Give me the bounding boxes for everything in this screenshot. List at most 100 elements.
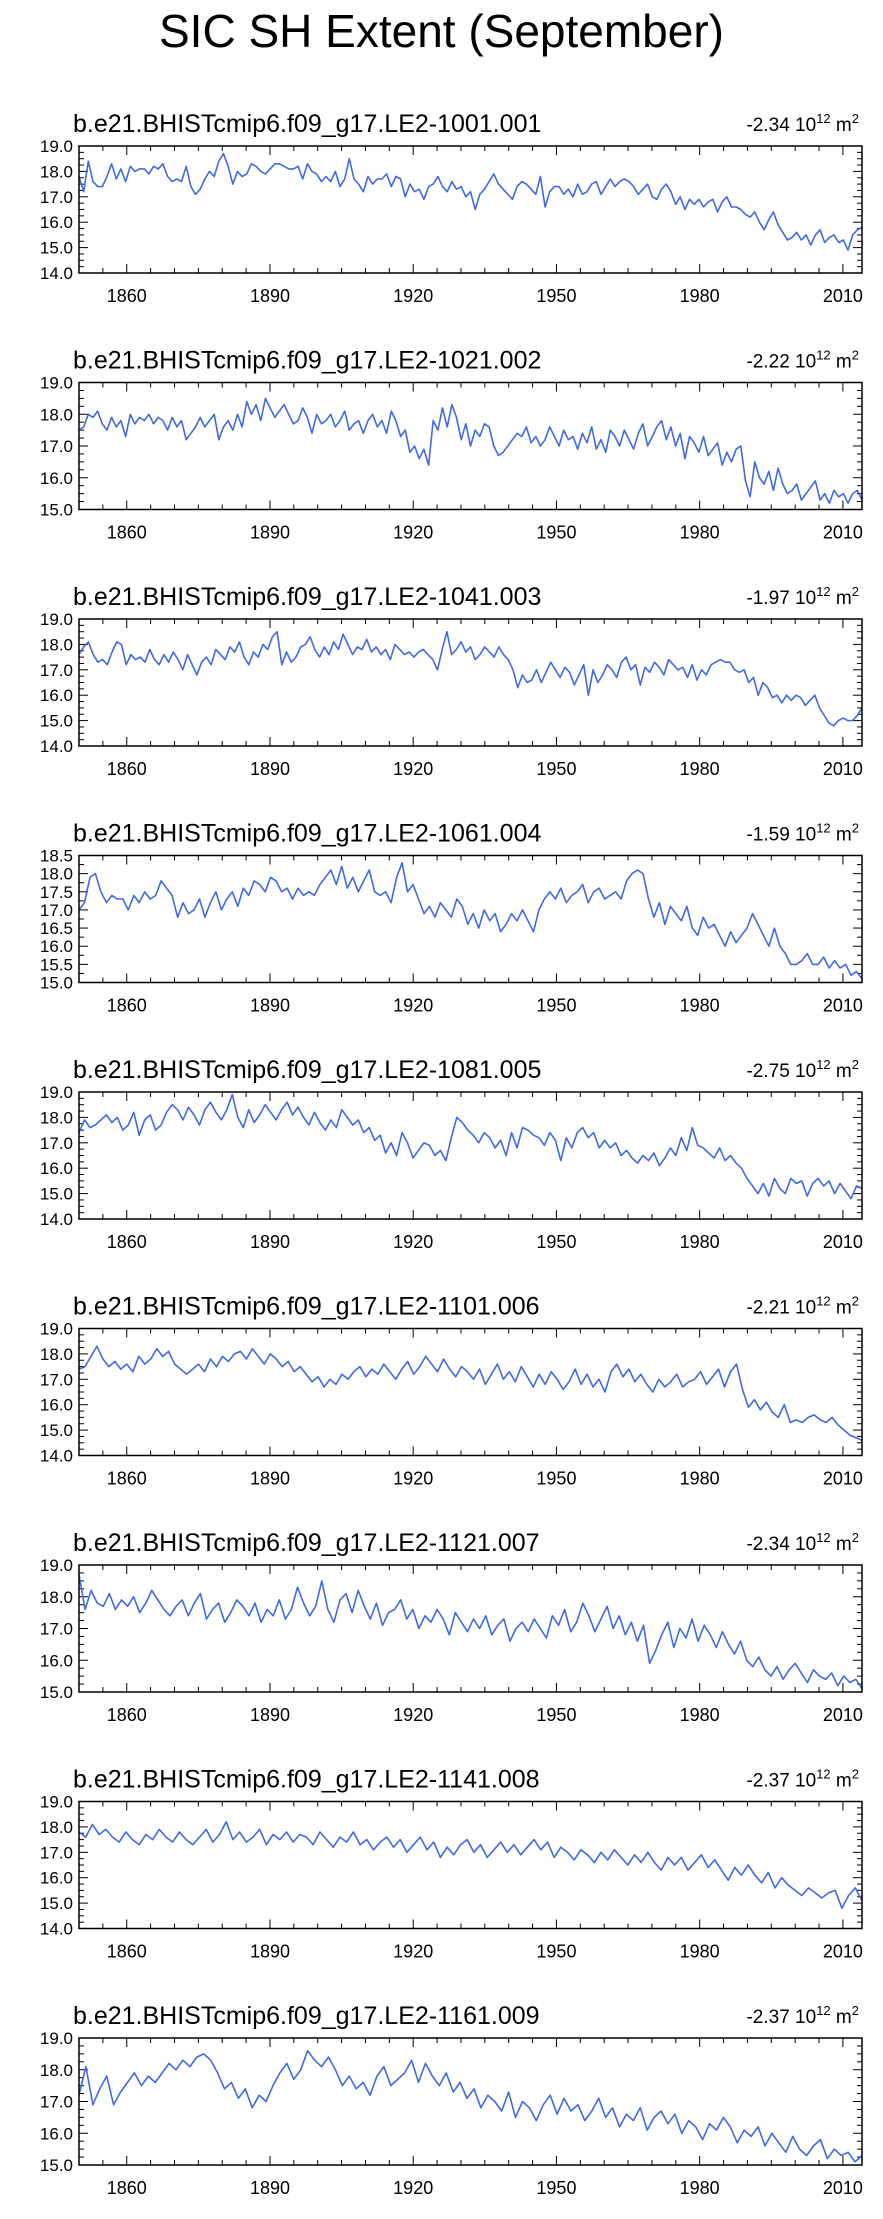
x-tick-label: 1950 — [536, 1232, 576, 1252]
trend-suffix-exponent: 2 — [852, 1294, 859, 1309]
x-tick-label: 2010 — [823, 523, 863, 543]
trend-label: -2.37 1012 m2 — [746, 2003, 859, 2028]
trend-exponent: 12 — [816, 1530, 830, 1545]
y-tick-label: 16.5 — [40, 919, 73, 938]
series-line — [78, 152, 863, 251]
x-tick-label: 1980 — [680, 1469, 720, 1489]
chart-panel-1: b.e21.BHISTcmip6.f09_g17.LE2-1001.001 -2.… — [40, 110, 863, 306]
y-tick-label: 15.0 — [40, 712, 73, 731]
trend-suffix-exponent: 2 — [852, 111, 859, 126]
series-line — [78, 861, 863, 980]
trend-suffix: m — [831, 1298, 852, 1319]
x-tick-label: 1890 — [250, 1942, 290, 1962]
y-tick-label: 17.0 — [40, 2093, 73, 2112]
trend-exponent: 12 — [816, 111, 830, 126]
y-tick-label: 16.0 — [40, 1396, 73, 1415]
trend-value: -2.34 10 — [746, 1534, 816, 1555]
trend-value: -2.34 10 — [746, 115, 816, 136]
panel-title: b.e21.BHISTcmip6.f09_g17.LE2-1141.008 — [73, 1766, 540, 1794]
y-tick-label: 15.0 — [40, 1421, 73, 1440]
trend-value: -1.59 10 — [746, 825, 816, 846]
y-tick-label: 18.0 — [40, 405, 73, 424]
trend-suffix: m — [831, 1771, 852, 1792]
y-tick-label: 16.0 — [40, 937, 73, 956]
x-tick-label: 1920 — [393, 1232, 433, 1252]
trend-label: -2.22 1012 m2 — [746, 348, 859, 373]
y-tick-label: 19.0 — [40, 1556, 73, 1575]
trend-suffix-exponent: 2 — [852, 1057, 859, 1072]
x-tick-label: 2010 — [823, 1232, 863, 1252]
x-tick-label: 1920 — [393, 759, 433, 779]
x-tick-label: 1860 — [107, 286, 147, 306]
y-tick-label: 14.0 — [40, 1447, 73, 1466]
y-tick-label: 14.0 — [40, 264, 73, 283]
y-tick-label: 16.0 — [40, 1869, 73, 1888]
y-tick-label: 17.0 — [40, 661, 73, 680]
y-tick-label: 15.0 — [40, 1185, 73, 1204]
x-tick-label: 1920 — [393, 523, 433, 543]
y-tick-label: 17.0 — [40, 1134, 73, 1153]
trend-suffix: m — [831, 1534, 852, 1555]
x-tick-label: 1920 — [393, 2178, 433, 2198]
x-tick-label: 1950 — [536, 759, 576, 779]
panel-title: b.e21.BHISTcmip6.f09_g17.LE2-1061.004 — [73, 820, 541, 848]
y-tick-label: 17.5 — [40, 883, 73, 902]
chart-panel-7: b.e21.BHISTcmip6.f09_g17.LE2-1121.007 -2.… — [40, 1529, 863, 1725]
x-tick-label: 1950 — [536, 1942, 576, 1962]
trend-suffix-exponent: 2 — [852, 821, 859, 836]
x-tick-label: 2010 — [823, 1469, 863, 1489]
y-tick-label: 15.0 — [40, 1894, 73, 1913]
y-tick-label: 16.0 — [40, 2124, 73, 2143]
chart-panel-4: b.e21.BHISTcmip6.f09_g17.LE2-1061.004 -1.… — [40, 820, 863, 1016]
y-tick-label: 16.0 — [40, 469, 73, 488]
x-tick-label: 1950 — [536, 996, 576, 1016]
trend-label: -2.37 1012 m2 — [746, 1767, 859, 1792]
y-tick-label: 17.0 — [40, 188, 73, 207]
y-tick-label: 18.0 — [40, 635, 73, 654]
x-tick-label: 1950 — [536, 523, 576, 543]
y-tick-label: 19.0 — [40, 137, 73, 156]
x-tick-label: 1860 — [107, 1942, 147, 1962]
trend-value: -2.75 10 — [746, 1061, 816, 1082]
x-tick-label: 1890 — [250, 996, 290, 1016]
series-line — [78, 1821, 863, 1909]
panel-title: b.e21.BHISTcmip6.f09_g17.LE2-1101.006 — [73, 1293, 540, 1321]
plot-frame — [78, 145, 863, 274]
x-tick-label: 1980 — [680, 1232, 720, 1252]
trend-exponent: 12 — [816, 584, 830, 599]
plot-frame — [78, 618, 863, 747]
chart-panel-6: b.e21.BHISTcmip6.f09_g17.LE2-1101.006 -2.… — [40, 1293, 863, 1489]
x-tick-label: 1890 — [250, 759, 290, 779]
y-tick-label: 19.0 — [40, 1793, 73, 1812]
x-tick-label: 1950 — [536, 1705, 576, 1725]
series-line — [78, 397, 863, 505]
y-tick-label: 18.0 — [40, 1588, 73, 1607]
trend-exponent: 12 — [816, 1294, 830, 1309]
y-tick-label: 15.0 — [40, 239, 73, 258]
trend-label: -1.59 1012 m2 — [746, 821, 859, 846]
trend-label: -2.75 1012 m2 — [746, 1057, 859, 1082]
x-tick-label: 1890 — [250, 286, 290, 306]
x-tick-label: 1890 — [250, 1469, 290, 1489]
panel-title: b.e21.BHISTcmip6.f09_g17.LE2-1121.007 — [73, 1529, 540, 1557]
y-tick-label: 19.0 — [40, 610, 73, 629]
chart-panel-2: b.e21.BHISTcmip6.f09_g17.LE2-1021.002 -2.… — [40, 347, 863, 543]
x-tick-label: 1860 — [107, 1469, 147, 1489]
x-tick-label: 1890 — [250, 2178, 290, 2198]
y-tick-label: 18.0 — [40, 1818, 73, 1837]
trend-value: -2.21 10 — [746, 1298, 816, 1319]
x-tick-label: 1980 — [680, 286, 720, 306]
y-tick-label: 18.0 — [40, 1345, 73, 1364]
y-tick-label: 18.5 — [40, 847, 73, 866]
y-tick-label: 15.5 — [40, 955, 73, 974]
trend-suffix-exponent: 2 — [852, 584, 859, 599]
x-tick-label: 2010 — [823, 759, 863, 779]
trend-suffix: m — [831, 825, 852, 846]
series-line — [78, 2049, 863, 2163]
x-tick-label: 1920 — [393, 286, 433, 306]
y-tick-label: 16.0 — [40, 1651, 73, 1670]
panel-title: b.e21.BHISTcmip6.f09_g17.LE2-1081.005 — [73, 1056, 541, 1084]
x-tick-label: 1860 — [107, 523, 147, 543]
trend-exponent: 12 — [816, 1057, 830, 1072]
